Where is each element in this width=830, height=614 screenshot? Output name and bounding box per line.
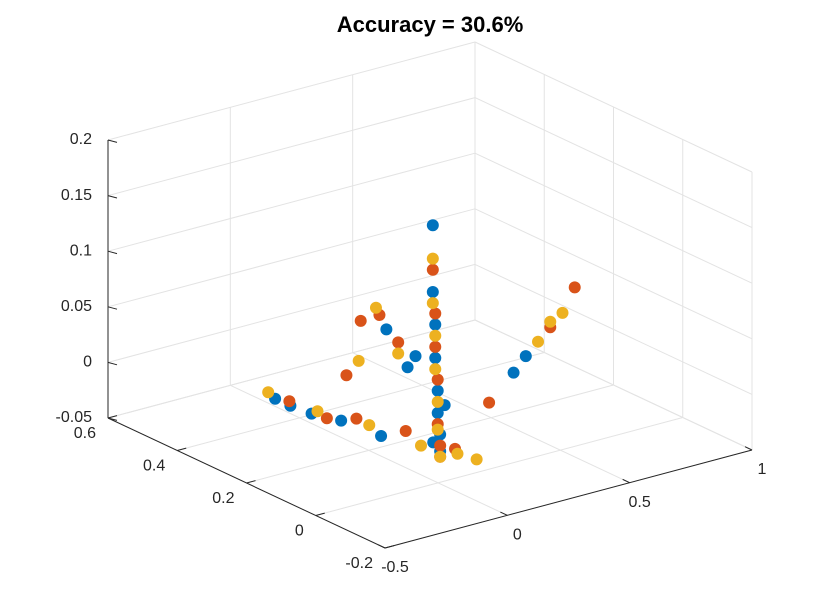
x-tick bbox=[377, 544, 386, 549]
scatter-point bbox=[335, 414, 348, 427]
grid-line bbox=[474, 319, 753, 451]
scatter-point bbox=[350, 412, 363, 425]
grid-line bbox=[474, 41, 753, 173]
grid-line bbox=[177, 352, 545, 451]
y-tick bbox=[107, 415, 118, 419]
scatter-point bbox=[544, 315, 557, 328]
scatter-point bbox=[434, 450, 447, 463]
x-tick-label: 0.5 bbox=[629, 494, 651, 511]
scatter-point bbox=[431, 406, 444, 419]
scatter-point bbox=[451, 447, 464, 460]
x-tick-label: 1 bbox=[758, 461, 767, 478]
z-tick bbox=[107, 361, 118, 366]
scatter-point bbox=[429, 329, 442, 342]
scatter-point bbox=[392, 347, 405, 360]
x-axis bbox=[384, 449, 753, 549]
scatter-point bbox=[426, 263, 439, 276]
y-tick bbox=[315, 512, 325, 516]
z-tick-label: -0.05 bbox=[56, 409, 93, 426]
scatter-point bbox=[429, 307, 442, 320]
scatter-point bbox=[392, 336, 405, 349]
z-tick bbox=[107, 417, 118, 421]
x-tick-label: -0.5 bbox=[381, 559, 409, 576]
scatter-point bbox=[483, 396, 496, 409]
scatter-point bbox=[426, 219, 439, 232]
scatter-point bbox=[380, 323, 393, 336]
y-tick bbox=[246, 480, 256, 484]
scatter-point bbox=[556, 306, 569, 319]
grid-line bbox=[107, 97, 476, 197]
y-tick bbox=[177, 447, 187, 451]
x-tick bbox=[500, 511, 508, 516]
scatter-point bbox=[363, 419, 376, 432]
scatter-point bbox=[409, 350, 422, 363]
grid-line bbox=[107, 319, 476, 419]
grid-line bbox=[315, 417, 683, 516]
scatter-point bbox=[429, 318, 442, 331]
grid-line bbox=[474, 263, 753, 395]
scatter-point bbox=[426, 252, 439, 265]
x-tick bbox=[622, 478, 630, 484]
scatter-point bbox=[568, 281, 581, 294]
z-tick-label: 0.1 bbox=[70, 242, 92, 259]
scatter-point bbox=[519, 350, 532, 363]
z-tick-label: 0.05 bbox=[61, 298, 92, 315]
scatter-point bbox=[426, 285, 439, 298]
scatter-point bbox=[369, 301, 382, 314]
z-tick bbox=[107, 139, 118, 143]
scatter-point bbox=[354, 314, 367, 327]
scatter-point bbox=[431, 395, 444, 408]
scatter-point bbox=[429, 352, 442, 365]
grid-line bbox=[107, 263, 476, 363]
y-tick-label: 0.2 bbox=[212, 490, 234, 507]
y-tick-label: 0.6 bbox=[74, 425, 96, 442]
y-tick-label: 0.4 bbox=[143, 458, 165, 475]
z-tick-label: 0 bbox=[83, 354, 92, 371]
z-tick bbox=[107, 195, 118, 199]
y-tick bbox=[384, 545, 395, 549]
z-tick bbox=[107, 250, 118, 255]
grid-line bbox=[107, 152, 476, 252]
scatter-point bbox=[507, 366, 520, 379]
x-tick bbox=[744, 446, 753, 451]
z-tick-label: 0.15 bbox=[61, 187, 92, 204]
scatter-point bbox=[429, 363, 442, 376]
grid-line bbox=[474, 152, 753, 284]
grid-line bbox=[107, 208, 476, 308]
scatter-point bbox=[429, 340, 442, 353]
scatter-point bbox=[399, 424, 412, 437]
y-tick-label: -0.2 bbox=[345, 555, 373, 572]
scatter-point bbox=[532, 335, 545, 348]
scatter-point bbox=[431, 423, 444, 436]
chart-title: Accuracy = 30.6% bbox=[337, 12, 524, 37]
scatter-point bbox=[401, 361, 414, 374]
grid-line bbox=[474, 208, 753, 340]
scatter-point bbox=[470, 453, 483, 466]
grid-line bbox=[107, 41, 476, 141]
z-tick bbox=[107, 306, 118, 310]
scatter-point bbox=[431, 384, 444, 397]
scatter-point bbox=[311, 405, 324, 418]
y-tick-label: 0 bbox=[295, 523, 304, 540]
scatter-point bbox=[262, 386, 275, 399]
x-tick-label: 0 bbox=[513, 527, 522, 544]
scatter-point bbox=[415, 439, 427, 452]
grid-line bbox=[246, 384, 614, 484]
scatter-point bbox=[320, 412, 333, 425]
scatter-point bbox=[283, 395, 296, 408]
scatter-point bbox=[431, 373, 444, 386]
grid-line bbox=[474, 97, 753, 229]
scatter-point bbox=[434, 439, 447, 452]
scatter-point bbox=[375, 429, 388, 442]
scatter-point bbox=[352, 354, 365, 367]
scatter-point bbox=[340, 369, 353, 382]
scatter-point bbox=[426, 297, 439, 310]
z-tick-label: 0.2 bbox=[70, 131, 92, 148]
